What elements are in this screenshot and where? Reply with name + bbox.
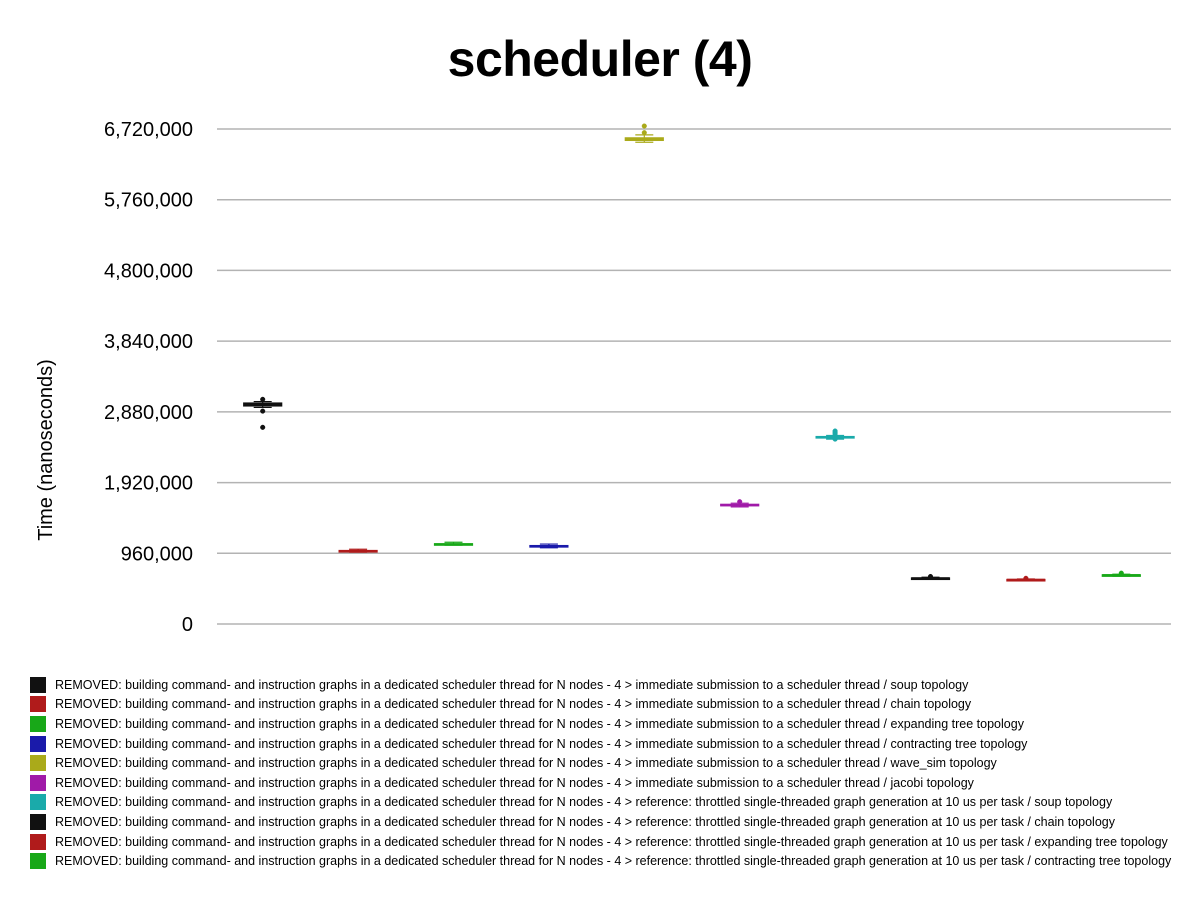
legend-label: REMOVED: building command- and instructi… [55, 834, 1168, 849]
legend-label: REMOVED: building command- and instructi… [55, 854, 1172, 869]
y-tick-label: 960,000 [121, 543, 193, 565]
outlier-point [641, 123, 647, 129]
legend-item: REMOVED: building command- and instructi… [30, 695, 1200, 715]
legend-label: REMOVED: building command- and instructi… [55, 677, 969, 692]
grid-lines [217, 128, 1171, 625]
legend-label: REMOVED: building command- and instructi… [55, 736, 1028, 751]
legend-swatch [30, 853, 46, 870]
outlier-point [1023, 575, 1029, 581]
legend-item: REMOVED: building command- and instructi… [30, 832, 1200, 852]
outlier-point [260, 408, 266, 414]
legend-item: REMOVED: building command- and instructi… [30, 714, 1200, 734]
box-series [243, 123, 1141, 582]
outlier-point [737, 499, 743, 505]
legend-item: REMOVED: building command- and instructi… [30, 675, 1200, 695]
y-tick-label: 6,720,000 [104, 119, 193, 141]
legend-swatch [30, 715, 46, 732]
plot-area: 0 960,000 1,920,000 2,880,000 3,840,000 4,800… [35, 119, 1171, 636]
y-tick-label: 1,920,000 [104, 473, 193, 495]
outlier-point [641, 130, 647, 136]
legend-item: REMOVED: building command- and instructi… [30, 812, 1200, 832]
chart-title: scheduler (4) [447, 31, 753, 87]
y-tick-label: 3,840,000 [104, 331, 193, 353]
legend-label: REMOVED: building command- and instructi… [55, 697, 972, 712]
legend-label: REMOVED: building command- and instructi… [55, 795, 1113, 810]
box-series-1 [243, 396, 283, 430]
legend-item: REMOVED: building command- and instructi… [30, 793, 1200, 813]
y-tick-label: 5,760,000 [104, 190, 193, 212]
box-series-4 [529, 543, 569, 549]
legend-swatch [30, 735, 46, 752]
legend-label: REMOVED: building command- and instructi… [55, 814, 1115, 829]
y-tick-labels: 0 960,000 1,920,000 2,880,000 3,840,000 4,800… [104, 119, 193, 636]
legend-swatch [30, 813, 46, 830]
outlier-point [260, 424, 266, 430]
box-series-5 [624, 123, 664, 143]
legend-item: REMOVED: building command- and instructi… [30, 773, 1200, 793]
box-series-7 [815, 428, 855, 442]
legend-swatch [30, 676, 46, 693]
legend-label: REMOVED: building command- and instructi… [55, 775, 974, 790]
legend-item: REMOVED: building command- and instructi… [30, 753, 1200, 773]
legend-swatch [30, 696, 46, 713]
outlier-point [260, 396, 266, 402]
box-series-8 [910, 573, 951, 581]
outlier-point [832, 436, 838, 442]
box-series-9 [1006, 575, 1046, 582]
legend-label: REMOVED: building command- and instructi… [55, 756, 997, 771]
legend-swatch [30, 833, 46, 850]
outlier-point [832, 428, 838, 434]
legend-swatch [30, 794, 46, 811]
box-series-10 [1101, 570, 1141, 577]
box-series-6 [720, 499, 760, 508]
y-tick-label: 0 [182, 614, 193, 636]
outlier-point [1118, 570, 1124, 576]
box-series-3 [433, 541, 474, 546]
box-series-2 [338, 548, 378, 553]
y-axis-label: Time (nanoseconds) [35, 359, 57, 541]
legend: REMOVED: building command- and instructi… [30, 675, 1200, 871]
legend-swatch [30, 755, 46, 772]
outlier-point [927, 573, 934, 580]
legend-label: REMOVED: building command- and instructi… [55, 716, 1024, 731]
legend-item: REMOVED: building command- and instructi… [30, 734, 1200, 754]
y-tick-label: 4,800,000 [104, 260, 193, 282]
legend-swatch [30, 774, 46, 791]
y-tick-label: 2,880,000 [104, 402, 193, 424]
legend-item: REMOVED: building command- and instructi… [30, 851, 1200, 871]
